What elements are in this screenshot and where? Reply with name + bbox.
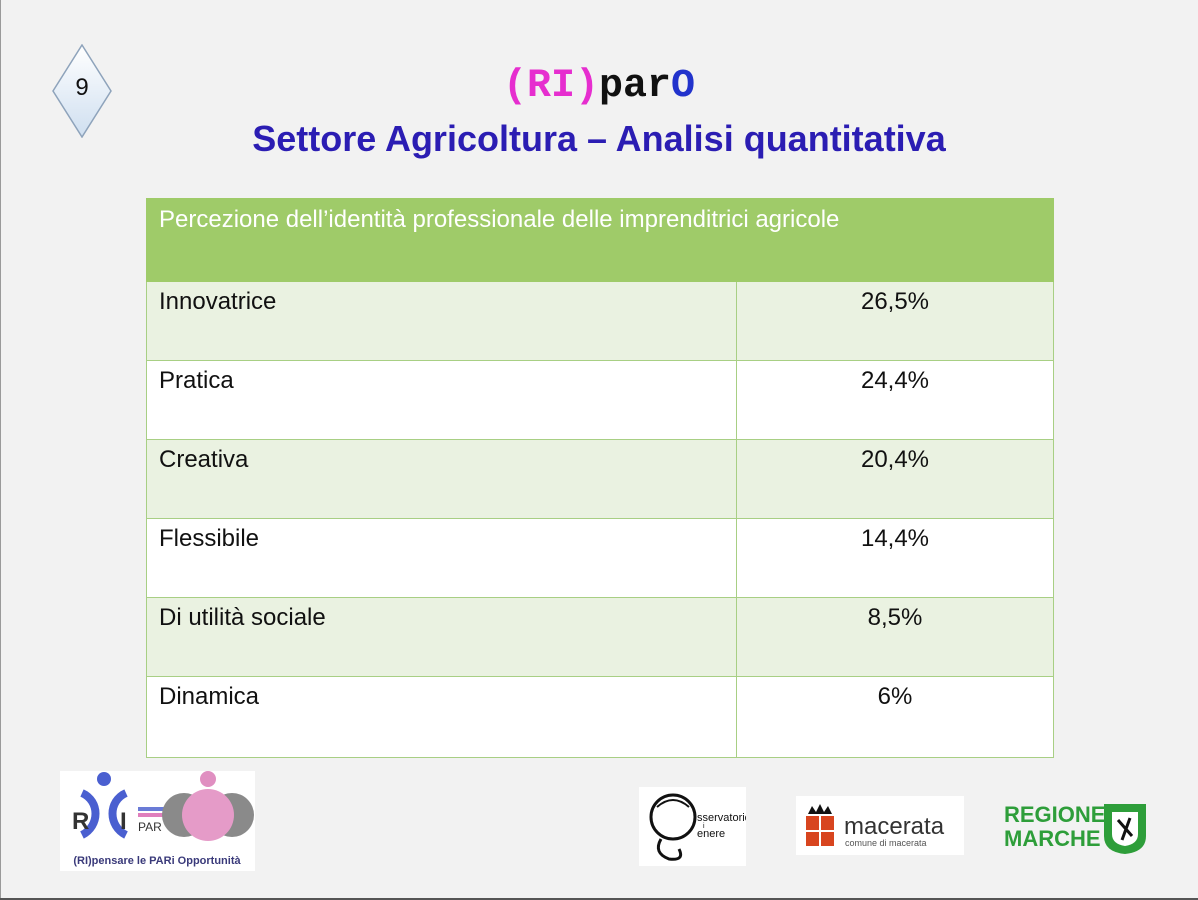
macerata-logo: macerata comune di macerata: [796, 796, 964, 855]
title-o: O: [671, 64, 696, 109]
osservatorio-logo: sservatorio i enere: [639, 787, 751, 866]
riparo-title: (RI)parO: [0, 64, 1198, 109]
ripar-par: PAR: [138, 820, 162, 834]
row-value: 14,4%: [736, 518, 1054, 598]
row-label: Di utilità sociale: [146, 597, 737, 677]
table-row: Flessibile 14,4%: [146, 518, 1054, 598]
row-label: Pratica: [146, 360, 737, 440]
macerata-name: macerata: [844, 813, 945, 840]
row-label: Dinamica: [146, 676, 737, 758]
table-row: Di utilità sociale 8,5%: [146, 597, 1054, 677]
title-ri: (RI): [502, 64, 599, 109]
row-value: 26,5%: [736, 281, 1054, 361]
diamond-shape: [52, 44, 112, 138]
slide-number-badge: 9: [52, 44, 112, 138]
osservatorio-line2: i: [703, 823, 705, 830]
osservatorio-line1: sservatorio: [697, 812, 746, 824]
data-table: Percezione dell’identità professionale d…: [146, 198, 1054, 758]
row-label: Innovatrice: [146, 281, 737, 361]
osservatorio-line3: enere: [697, 828, 725, 840]
ripar-r: R: [72, 808, 89, 835]
slide-number: 9: [75, 74, 89, 101]
regione-marche-logo: REGIONE MARCHE: [1002, 798, 1150, 856]
table-row: Pratica 24,4%: [146, 360, 1054, 440]
slide-subtitle: Settore Agricoltura – Analisi quantitati…: [252, 118, 946, 159]
row-value: 6%: [736, 676, 1054, 758]
table-row: Dinamica 6%: [146, 676, 1054, 758]
slide-bottom-border: [0, 898, 1198, 900]
ripar-tagline: (RI)pensare le PARi Opportunità: [73, 855, 241, 867]
ripar-i: I: [120, 808, 127, 835]
row-value: 8,5%: [736, 597, 1054, 677]
regione-line2: MARCHE: [1004, 826, 1101, 851]
table-row: Innovatrice 26,5%: [146, 281, 1054, 361]
table-header-row: Percezione dell’identità professionale d…: [146, 198, 1054, 282]
row-value: 24,4%: [736, 360, 1054, 440]
ripar-logo: R I PAR (RI)pensare le PARi Opportunità: [60, 771, 255, 871]
macerata-sub: comune di macerata: [845, 838, 927, 848]
slide-left-border: [0, 0, 1, 900]
title-par: par: [598, 64, 671, 109]
row-value: 20,4%: [736, 439, 1054, 519]
table-row: Creativa 20,4%: [146, 439, 1054, 519]
regione-line1: REGIONE: [1004, 802, 1105, 827]
row-label: Flessibile: [146, 518, 737, 598]
row-label: Creativa: [146, 439, 737, 519]
table-header: Percezione dell’identità professionale d…: [146, 198, 1054, 282]
